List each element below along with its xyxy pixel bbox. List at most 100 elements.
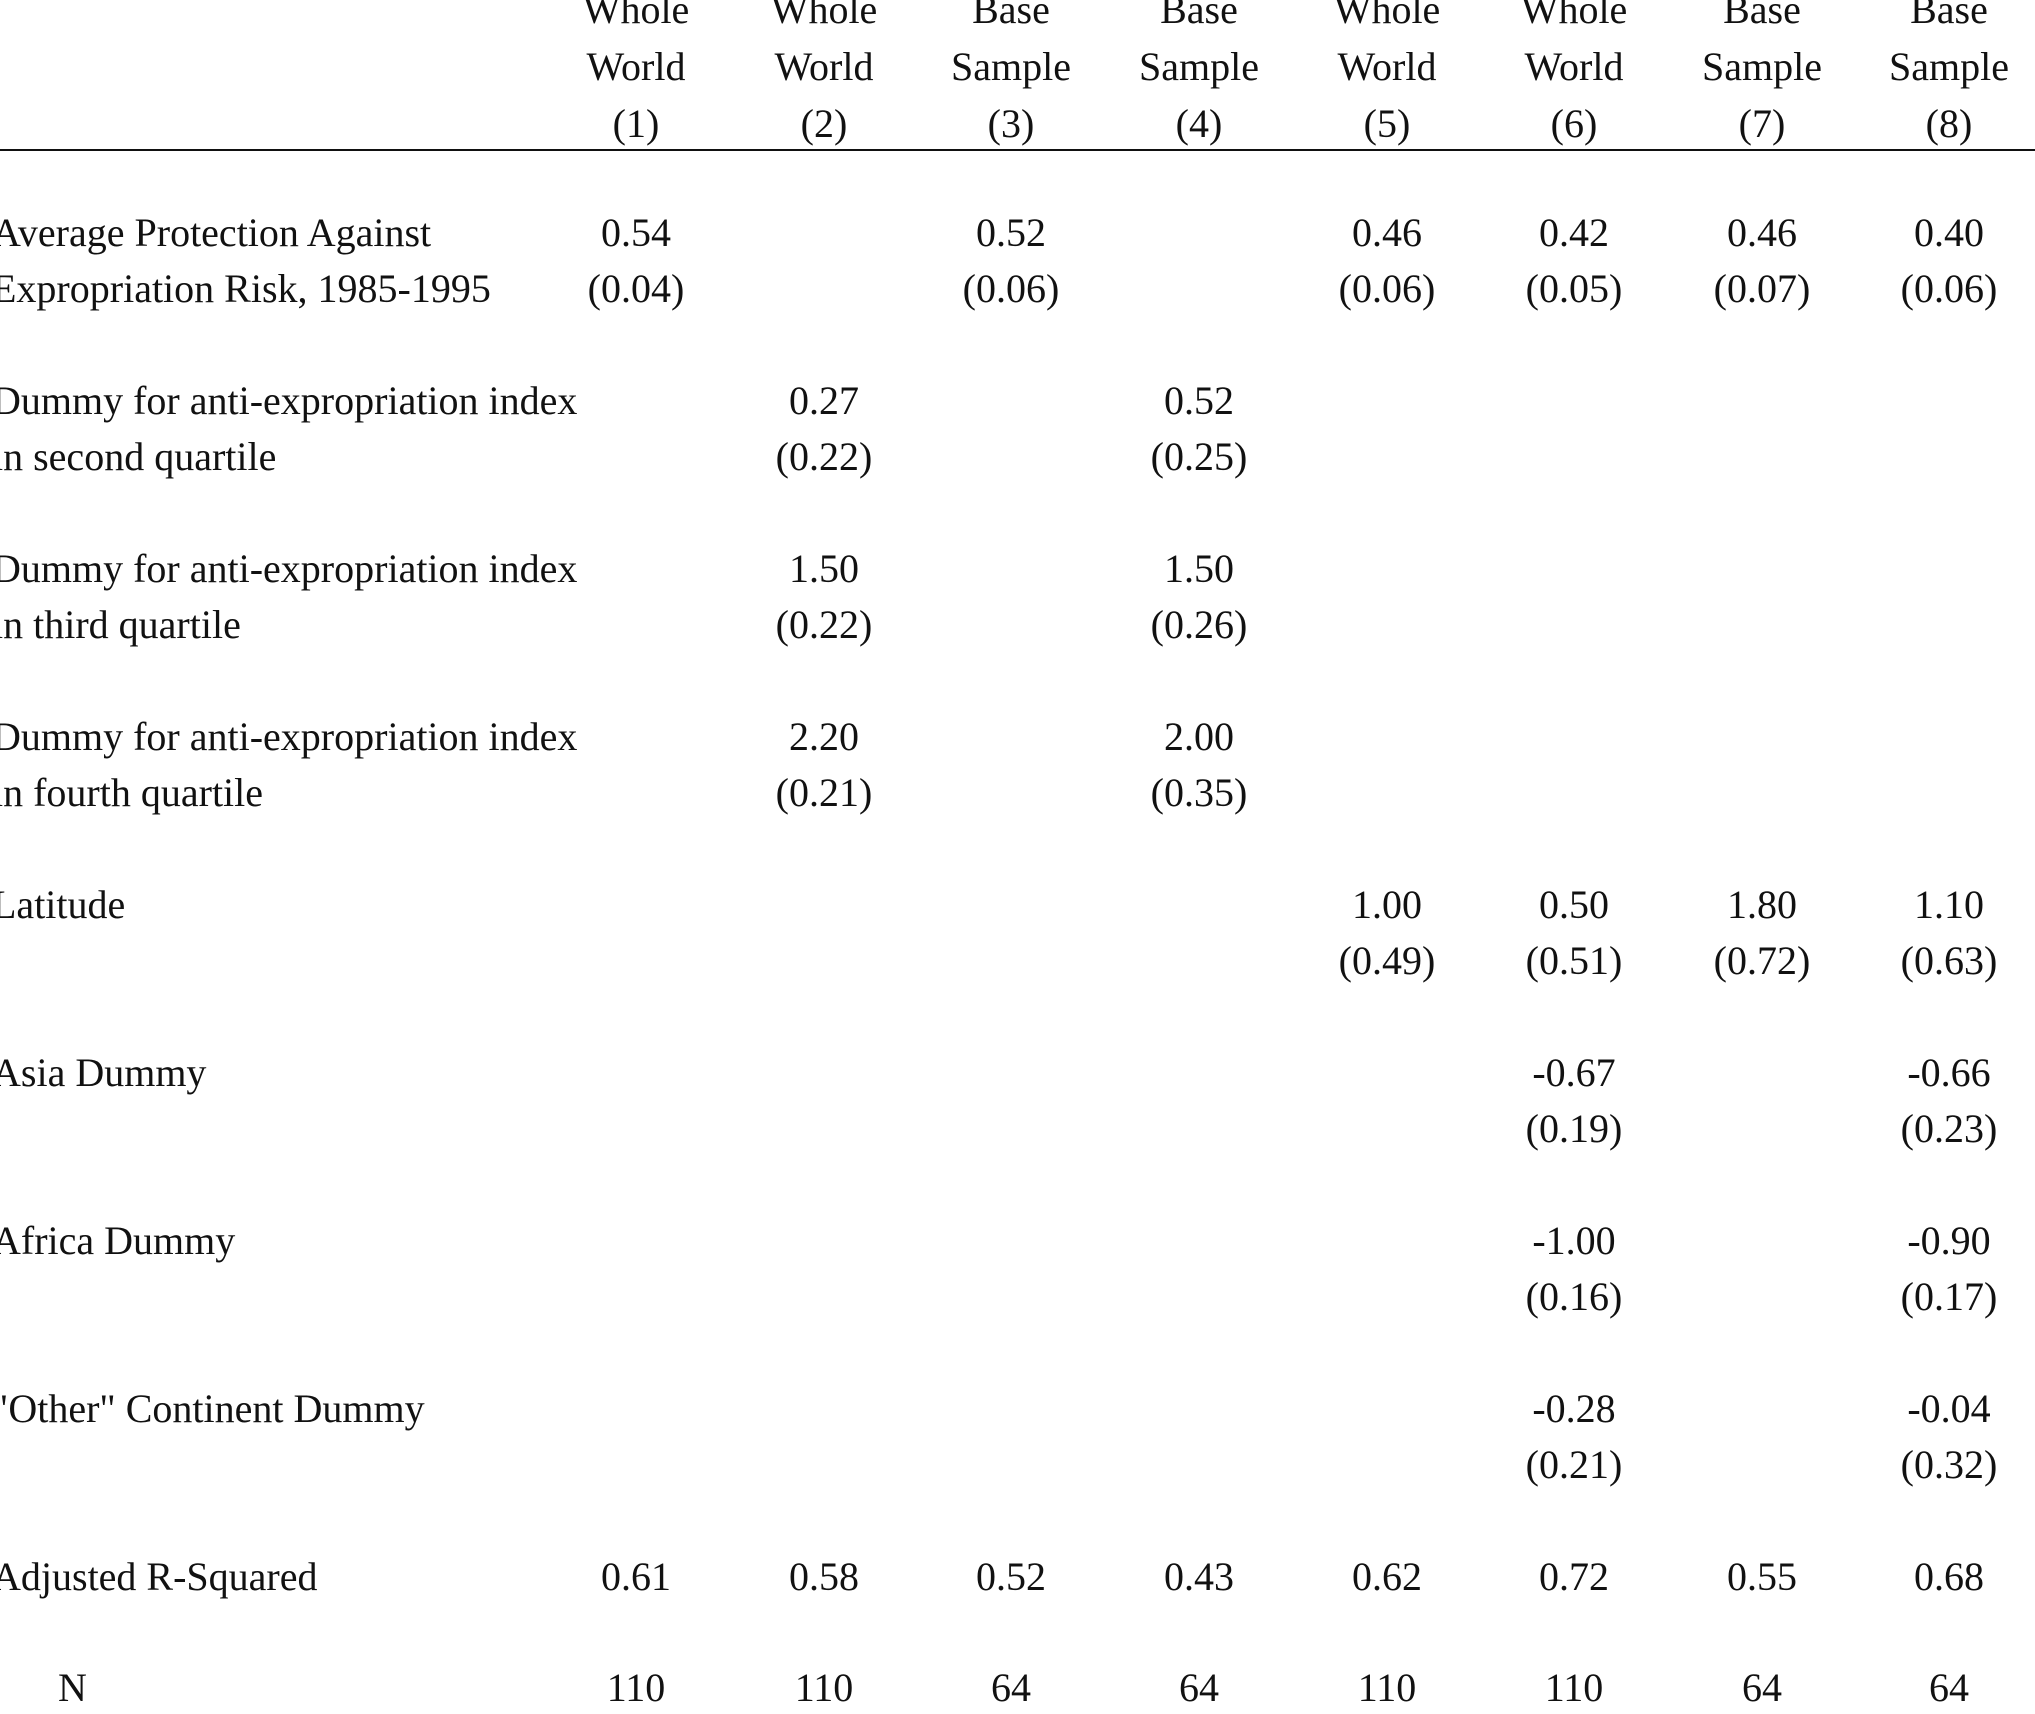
table-cell: 64 xyxy=(1124,1660,1274,1714)
table-cell: 1.00 (0.49) xyxy=(1312,877,1462,989)
coefficient-value: 64 xyxy=(1742,1665,1782,1710)
table-cell: 2.00 (0.35) xyxy=(1124,709,1274,821)
coefficient-value: 0.58 xyxy=(789,1554,859,1599)
standard-error: (0.63) xyxy=(1900,938,1998,983)
table-cell: 1.10 (0.63) xyxy=(1874,877,2024,989)
column-group-label: Whole xyxy=(1333,0,1441,32)
column-header: Base Sample (3) xyxy=(931,0,1091,152)
row-label: N xyxy=(58,1660,718,1714)
row-label: Dummy for anti-expropriation index in sec… xyxy=(0,373,652,485)
standard-error: (0.17) xyxy=(1900,1274,1998,1319)
coefficient-value: 0.55 xyxy=(1727,1554,1797,1599)
column-sample-label: World xyxy=(1337,44,1437,89)
table-cell: -0.04 (0.32) xyxy=(1874,1381,2024,1493)
coefficient-value: -0.90 xyxy=(1907,1218,1991,1263)
row-label-line: N xyxy=(58,1665,87,1710)
coefficient-value: 1.50 xyxy=(1164,546,1234,591)
row-label-line: in third quartile xyxy=(0,602,241,647)
coefficient-value: 64 xyxy=(1179,1665,1219,1710)
coefficient-value: 1.50 xyxy=(789,546,859,591)
coefficient-value: -0.67 xyxy=(1532,1050,1616,1095)
standard-error: (0.05) xyxy=(1525,266,1623,311)
coefficient-value: 0.40 xyxy=(1914,210,1984,255)
coefficient-value: 110 xyxy=(606,1665,666,1710)
column-group-label: Whole xyxy=(1520,0,1628,32)
coefficient-value: 2.00 xyxy=(1164,714,1234,759)
coefficient-value: -0.66 xyxy=(1907,1050,1991,1095)
row-label-line: in fourth quartile xyxy=(0,770,264,815)
table-cell: 2.20 (0.21) xyxy=(749,709,899,821)
coefficient-value: -1.00 xyxy=(1532,1218,1616,1263)
table-cell: 0.40 (0.06) xyxy=(1874,205,2024,317)
header-rule xyxy=(0,149,2035,151)
row-label-line: "Other" Continent Dummy xyxy=(0,1386,425,1431)
table-cell: -0.90 (0.17) xyxy=(1874,1213,2024,1325)
column-number: (5) xyxy=(1363,101,1411,146)
coefficient-value: 0.52 xyxy=(1164,378,1234,423)
table-cell: -0.28 (0.21) xyxy=(1499,1381,1649,1493)
row-label: Dummy for anti-expropriation index in thi… xyxy=(0,541,652,653)
row-label: Average Protection Against Expropriation … xyxy=(0,205,652,317)
standard-error: (0.06) xyxy=(1900,266,1998,311)
table-cell: 0.46 (0.06) xyxy=(1312,205,1462,317)
row-label: Dummy for anti-expropriation index in fou… xyxy=(0,709,652,821)
column-group-label: Base xyxy=(1910,0,1988,32)
column-sample-label: Sample xyxy=(951,44,1071,89)
column-group-label: Base xyxy=(1723,0,1801,32)
column-number: (6) xyxy=(1550,101,1598,146)
coefficient-value: -0.04 xyxy=(1907,1386,1991,1431)
standard-error: (0.22) xyxy=(775,602,873,647)
coefficient-value: 1.10 xyxy=(1914,882,1984,927)
column-header: Whole World (1) xyxy=(556,0,716,152)
row-label-line: Latitude xyxy=(0,882,126,927)
column-group-label: Whole xyxy=(582,0,690,32)
column-header: Base Sample (7) xyxy=(1682,0,1842,152)
column-header: Whole World (6) xyxy=(1494,0,1654,152)
coefficient-value: 110 xyxy=(1357,1665,1417,1710)
standard-error: (0.21) xyxy=(1525,1442,1623,1487)
table-cell: 0.27 (0.22) xyxy=(749,373,899,485)
standard-error: (0.22) xyxy=(775,434,873,479)
table-cell: 0.52 xyxy=(936,1549,1086,1605)
table-cell: 0.54 (0.04) xyxy=(561,205,711,317)
row-label: Africa Dummy xyxy=(0,1213,652,1269)
row-label-line: Dummy for anti-expropriation index xyxy=(0,714,578,759)
column-number: (7) xyxy=(1738,101,1786,146)
standard-error: (0.49) xyxy=(1338,938,1436,983)
row-label-line: Dummy for anti-expropriation index xyxy=(0,546,578,591)
coefficient-value: 0.72 xyxy=(1539,1554,1609,1599)
standard-error: (0.23) xyxy=(1900,1106,1998,1151)
column-number: (1) xyxy=(612,101,660,146)
table-cell: 1.50 (0.26) xyxy=(1124,541,1274,653)
table-cell: 0.72 xyxy=(1499,1549,1649,1605)
coefficient-value: 0.46 xyxy=(1352,210,1422,255)
coefficient-value: 0.62 xyxy=(1352,1554,1422,1599)
standard-error: (0.06) xyxy=(962,266,1060,311)
coefficient-value: 0.52 xyxy=(976,1554,1046,1599)
table-cell: -1.00 (0.16) xyxy=(1499,1213,1649,1325)
coefficient-value: 0.50 xyxy=(1539,882,1609,927)
column-sample-label: Sample xyxy=(1889,44,2009,89)
column-sample-label: World xyxy=(774,44,874,89)
column-header: Whole World (5) xyxy=(1307,0,1467,152)
row-label-line: Dummy for anti-expropriation index xyxy=(0,378,578,423)
table-cell: 0.68 xyxy=(1874,1549,2024,1605)
table-cell: 0.52 (0.25) xyxy=(1124,373,1274,485)
standard-error: (0.04) xyxy=(587,266,685,311)
table-cell: 0.52 (0.06) xyxy=(936,205,1086,317)
table-cell: 1.50 (0.22) xyxy=(749,541,899,653)
table-cell: 64 xyxy=(1874,1660,2024,1714)
row-label: Adjusted R-Squared xyxy=(0,1549,652,1605)
table-cell: 64 xyxy=(1687,1660,1837,1714)
column-sample-label: World xyxy=(586,44,686,89)
table-cell: -0.66 (0.23) xyxy=(1874,1045,2024,1157)
row-label: "Other" Continent Dummy xyxy=(0,1381,652,1437)
coefficient-value: 0.52 xyxy=(976,210,1046,255)
row-label-line: Average Protection Against xyxy=(0,210,432,255)
coefficient-value: 2.20 xyxy=(789,714,859,759)
table-cell: 110 xyxy=(561,1660,711,1714)
row-label-line: Expropriation Risk, 1985-1995 xyxy=(0,266,491,311)
coefficient-value: 110 xyxy=(794,1665,854,1710)
column-group-label: Base xyxy=(972,0,1050,32)
